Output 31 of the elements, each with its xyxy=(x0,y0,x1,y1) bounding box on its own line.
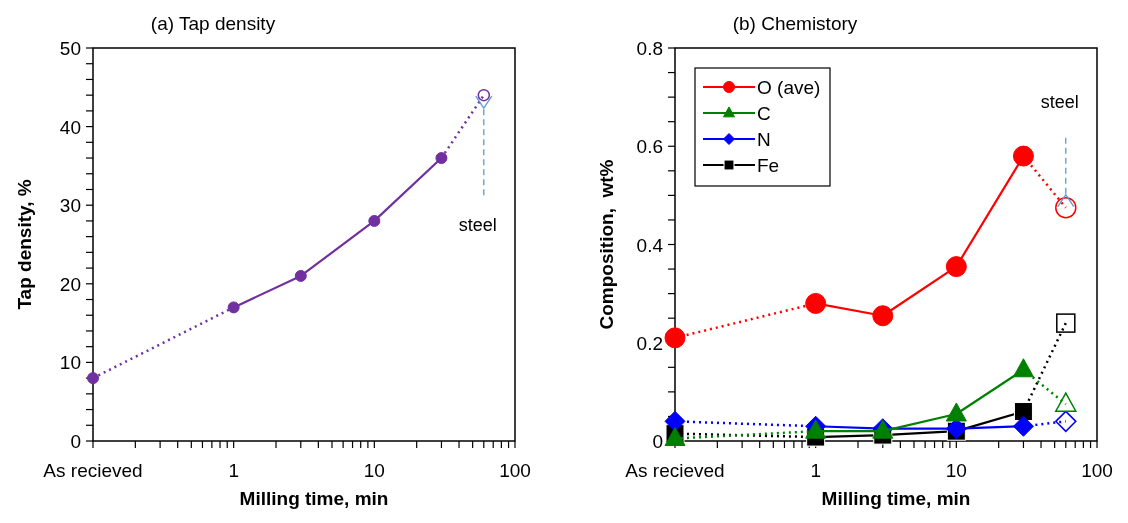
y-tick-label: 40 xyxy=(59,116,81,138)
x-tick-label: 1 xyxy=(228,460,239,481)
x-tick-label: 10 xyxy=(363,460,385,481)
y-tick-label: 0.2 xyxy=(636,332,663,354)
y-tick-label: 20 xyxy=(59,273,81,295)
chart-title: (a) Tap density xyxy=(150,13,276,34)
annotation: steel xyxy=(458,215,497,236)
chart-title: (b) Chemistory xyxy=(732,13,858,34)
legend-label: C xyxy=(757,103,771,124)
y-tick-label: 0.6 xyxy=(636,136,663,158)
y-tick-label: 0 xyxy=(70,431,81,452)
y-tick-label: 0.8 xyxy=(636,38,663,59)
legend-label: N xyxy=(757,129,771,150)
y-tick-label: 0.4 xyxy=(636,234,664,256)
x-tick-label: 1 xyxy=(810,460,821,481)
y-axis-title: Tap density, % xyxy=(14,179,35,310)
x-axis-title: Milling time, min xyxy=(821,488,971,509)
x-tick-label: 100 xyxy=(1081,460,1113,481)
y-tick-label: 0 xyxy=(652,431,663,452)
y-tick-label: 10 xyxy=(59,352,81,374)
x-axis-title: Milling time, min xyxy=(239,488,389,509)
x-tick-label: 10 xyxy=(945,460,967,481)
annotation: steel xyxy=(1040,91,1079,112)
y-tick-label: 30 xyxy=(59,195,81,217)
y-axis-title: Composition, wt% xyxy=(596,159,617,330)
x-tick-label: 100 xyxy=(499,460,531,481)
x-tick-label: As recieved xyxy=(43,460,143,481)
x-tick-label: As recieved xyxy=(625,460,725,481)
y-tick-label: 50 xyxy=(59,38,81,59)
legend-label: Fe xyxy=(757,155,780,176)
legend-label: O (ave) xyxy=(757,77,821,98)
